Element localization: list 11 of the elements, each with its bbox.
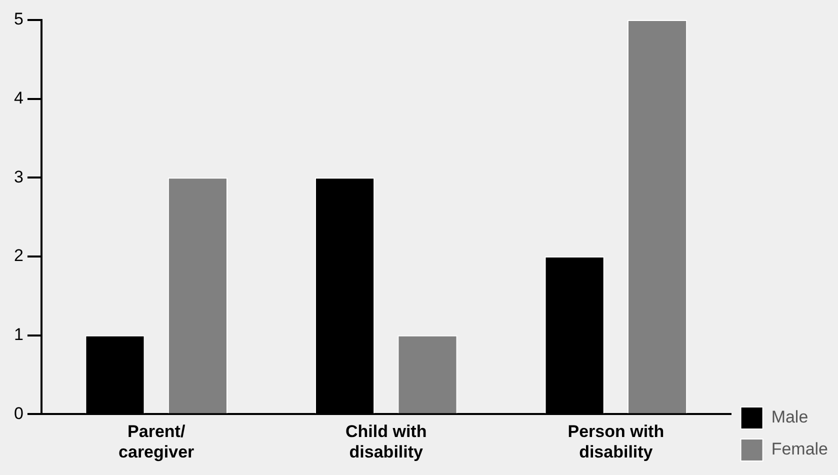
x-tick-label: Child with disability [346,422,427,462]
y-tick-label: 5 [14,10,24,29]
y-tick-label: 3 [14,167,24,186]
legend-label: Male [771,408,808,427]
legend-label: Female [771,440,828,459]
y-tick-label: 0 [14,404,24,423]
y-tick-label: 1 [14,325,24,344]
x-tick-label: Parent/ caregiver [118,422,195,462]
y-tick-label: 2 [14,246,24,266]
y-tick-label: 4 [14,88,24,108]
x-tick-label: Person with disability [568,422,664,462]
